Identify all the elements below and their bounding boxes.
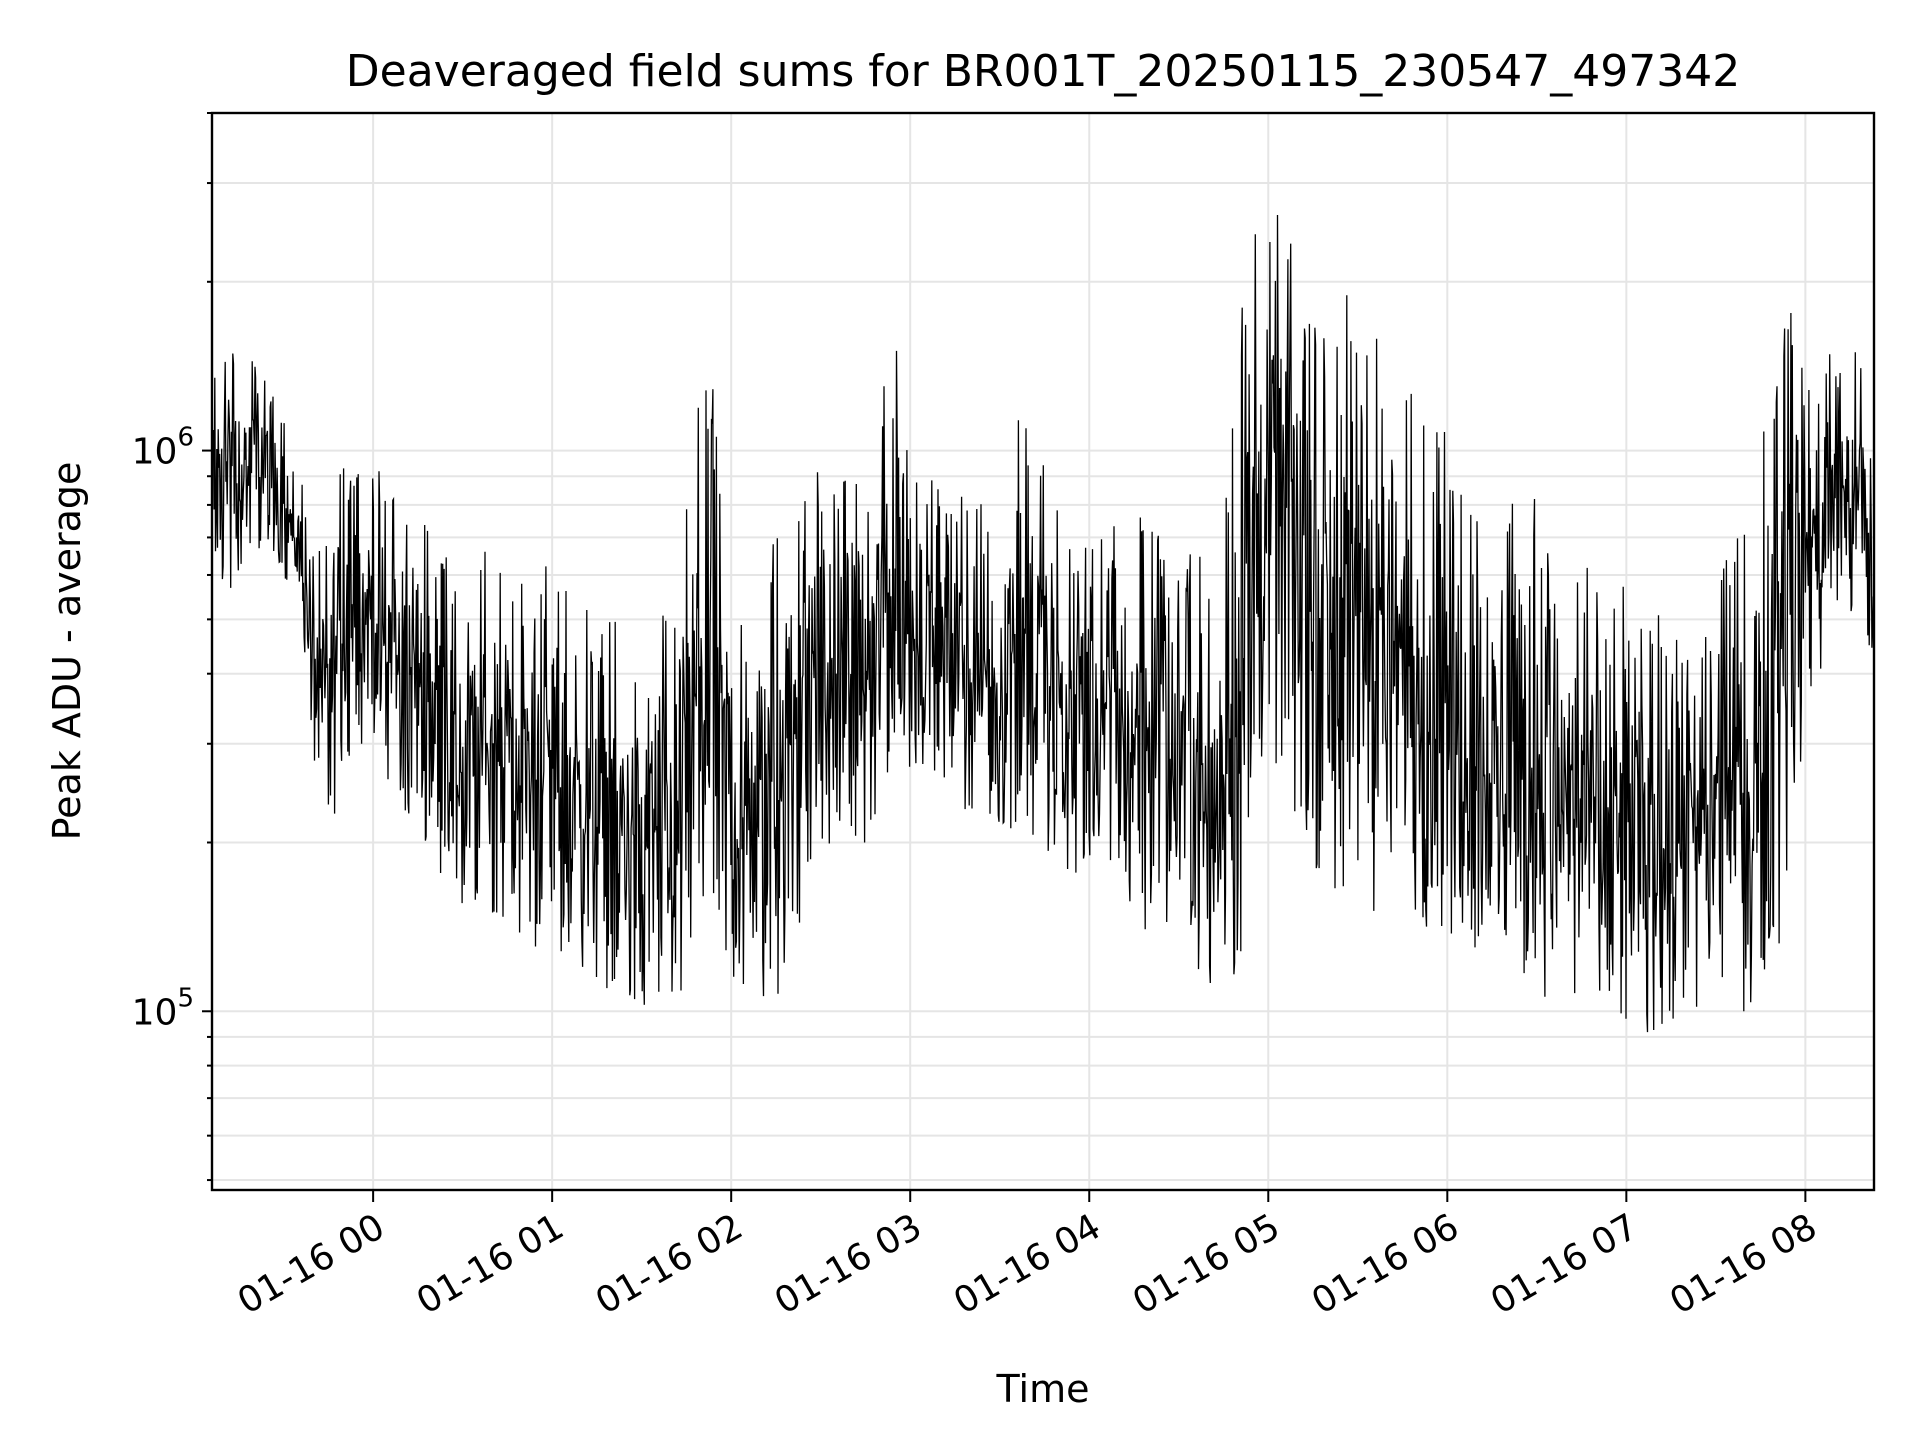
y-tick-label: 105 xyxy=(132,983,194,1033)
y-tick-label-exponent: 6 xyxy=(177,423,194,453)
y-tick-label-base: 10 xyxy=(132,432,178,473)
chart-title: Deaveraged field sums for BR001T_2025011… xyxy=(346,46,1741,97)
y-axis-label: Peak ADU - average xyxy=(45,462,89,841)
y-tick-label-exponent: 5 xyxy=(177,983,194,1013)
x-axis-label: Time xyxy=(996,1367,1090,1411)
y-tick-label-base: 10 xyxy=(132,992,178,1033)
series-layer xyxy=(211,214,1875,1033)
series-line xyxy=(211,214,1875,1033)
y-tick-label: 106 xyxy=(132,423,194,473)
plot-frame xyxy=(210,111,1876,1192)
plot-area-background xyxy=(212,113,1874,1190)
